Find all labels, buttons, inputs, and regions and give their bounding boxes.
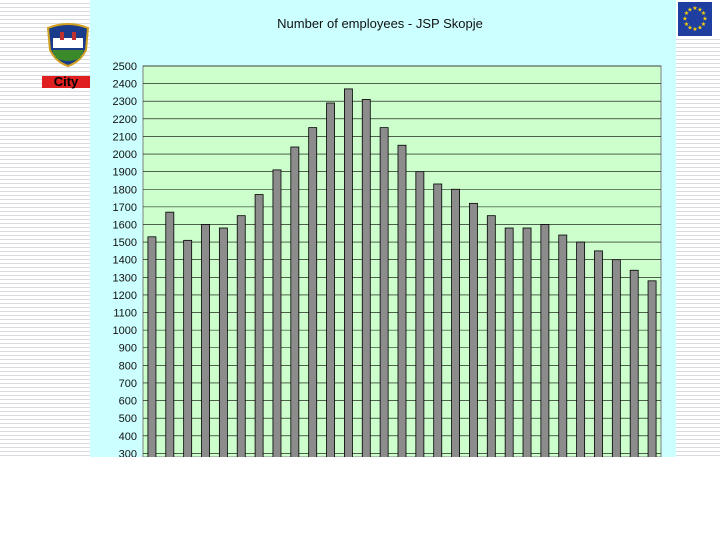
y-tick-label: 2200 bbox=[113, 114, 137, 126]
svg-text:★: ★ bbox=[687, 25, 692, 32]
y-tick-label: 2500 bbox=[113, 61, 137, 73]
y-tick-label: 2300 bbox=[113, 96, 137, 108]
y-tick-label: 700 bbox=[119, 378, 137, 390]
bar bbox=[147, 236, 157, 457]
svg-text:★: ★ bbox=[692, 26, 697, 33]
slide-bottom-area bbox=[0, 457, 720, 540]
bar bbox=[647, 280, 657, 457]
svg-text:★: ★ bbox=[701, 21, 706, 28]
left-stripe-decoration bbox=[0, 0, 90, 540]
bar bbox=[165, 211, 175, 457]
bar bbox=[272, 169, 282, 457]
svg-text:★: ★ bbox=[687, 7, 692, 14]
y-tick-label: 900 bbox=[119, 343, 137, 355]
right-stripe-decoration bbox=[676, 0, 720, 540]
y-tick-label: 2100 bbox=[113, 131, 137, 143]
bar bbox=[254, 194, 264, 457]
y-tick-label: 1600 bbox=[113, 219, 137, 231]
svg-text:★: ★ bbox=[702, 16, 707, 23]
bar bbox=[504, 227, 514, 457]
city-label: City bbox=[42, 75, 90, 88]
y-tick-label: 2400 bbox=[113, 79, 137, 91]
svg-text:★: ★ bbox=[697, 7, 702, 14]
svg-text:★: ★ bbox=[701, 10, 706, 17]
bar bbox=[576, 241, 586, 457]
bar bbox=[558, 234, 568, 457]
y-tick-label: 1100 bbox=[113, 308, 137, 320]
y-tick-label: 400 bbox=[119, 431, 137, 443]
svg-text:★: ★ bbox=[692, 5, 697, 12]
bar bbox=[594, 250, 603, 457]
bar bbox=[236, 215, 246, 457]
svg-text:★: ★ bbox=[682, 16, 687, 23]
bar-chart: 2003004005006007008009001000110012001300… bbox=[113, 61, 662, 457]
bar bbox=[611, 259, 621, 457]
bar bbox=[290, 146, 300, 457]
y-tick-label: 1900 bbox=[113, 167, 137, 179]
y-tick-label: 2000 bbox=[113, 149, 137, 161]
bar bbox=[486, 215, 496, 457]
y-tick-label: 1700 bbox=[113, 202, 137, 214]
y-tick-label: 1400 bbox=[113, 255, 137, 267]
bar bbox=[397, 144, 407, 457]
y-tick-label: 1000 bbox=[113, 325, 137, 337]
y-tick-label: 1200 bbox=[113, 290, 137, 302]
city-crest-logo bbox=[44, 22, 92, 68]
bar bbox=[183, 239, 193, 457]
bar bbox=[415, 171, 425, 457]
bar bbox=[201, 224, 210, 457]
chart-title: Number of employees - JSP Skopje bbox=[277, 16, 483, 31]
bar bbox=[451, 188, 461, 457]
bar bbox=[522, 227, 532, 457]
y-tick-label: 1800 bbox=[113, 184, 137, 196]
svg-text:★: ★ bbox=[684, 10, 689, 17]
bar bbox=[379, 127, 389, 457]
bar bbox=[218, 227, 228, 457]
bar bbox=[540, 224, 550, 457]
y-tick-label: 500 bbox=[119, 413, 137, 425]
y-tick-label: 1300 bbox=[113, 272, 137, 284]
y-tick-label: 1500 bbox=[113, 237, 137, 249]
y-tick-label: 300 bbox=[119, 448, 137, 457]
bar bbox=[343, 88, 353, 457]
bar bbox=[308, 127, 318, 457]
bar bbox=[361, 99, 371, 457]
bar bbox=[469, 202, 478, 457]
svg-text:★: ★ bbox=[684, 21, 689, 28]
bar bbox=[629, 269, 639, 457]
svg-text:★: ★ bbox=[697, 25, 702, 32]
bar bbox=[326, 102, 335, 457]
y-tick-label: 800 bbox=[119, 360, 137, 372]
eu-flag-logo: ★ ★ ★ ★ ★ ★ ★ ★ ★ ★ ★ ★ bbox=[676, 0, 720, 38]
bar bbox=[433, 183, 443, 457]
y-tick-label: 600 bbox=[119, 396, 137, 408]
